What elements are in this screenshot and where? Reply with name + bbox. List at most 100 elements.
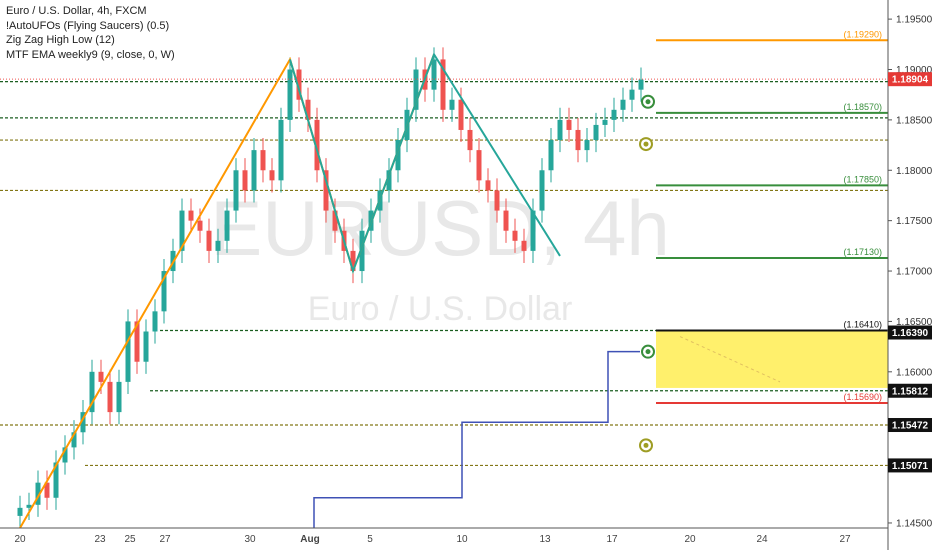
price-badge <box>888 458 932 473</box>
price-badge <box>888 72 932 87</box>
price-badge-label: 1.16390 <box>892 328 929 339</box>
candle-body <box>431 59 437 90</box>
candle-body <box>503 210 509 231</box>
x-tick-label: 5 <box>367 534 373 545</box>
zigzag-teal-line <box>289 52 561 275</box>
candle-body <box>593 124 599 141</box>
candle-body <box>485 180 491 191</box>
legend-autoufos[interactable]: !AutoUFOs (Flying Saucers) (0.5) <box>6 19 170 32</box>
watermark-symbol: EURUSD, 4h <box>210 184 669 272</box>
candle-body <box>548 140 554 171</box>
candle-body <box>152 311 158 332</box>
candle-body <box>107 381 113 413</box>
y-tick-label: 1.19500 <box>896 15 932 26</box>
candle-body <box>602 119 608 125</box>
ufo-level-label: (1.19290) <box>843 29 882 39</box>
candle-body <box>143 331 149 362</box>
x-tick-label: 10 <box>456 534 468 545</box>
candle-body <box>494 190 500 211</box>
x-tick-label: Aug <box>300 534 319 545</box>
y-tick-label: 1.17500 <box>896 216 932 227</box>
ufo-marker-dot <box>645 99 651 105</box>
candle-body <box>575 129 581 151</box>
candle-body <box>539 170 545 211</box>
price-badge <box>888 418 932 433</box>
legend-ema[interactable]: MTF EMA weekly9 (9, close, 0, W) <box>6 48 175 61</box>
candle-body <box>557 119 563 141</box>
candle-body <box>449 99 455 110</box>
candle-body <box>476 150 482 181</box>
candle-body <box>440 59 446 110</box>
price-badge-label: 1.18904 <box>892 75 929 86</box>
candle-body <box>98 371 104 382</box>
candle-body <box>530 210 536 251</box>
price-badge-label: 1.15472 <box>892 421 929 432</box>
x-tick-label: 27 <box>159 534 171 545</box>
candle-body <box>386 170 392 191</box>
candle-body <box>44 482 50 498</box>
candle-body <box>566 119 572 130</box>
chart-legend: Euro / U.S. Dollar, 4h, FXCM !AutoUFOs (… <box>6 4 175 62</box>
candle-body <box>80 412 86 433</box>
candle-body <box>206 230 212 251</box>
candle-body <box>89 371 95 413</box>
candle-body <box>611 109 617 120</box>
y-tick-label: 1.16500 <box>896 317 932 328</box>
candle-body <box>134 321 140 362</box>
price-badge <box>888 325 932 340</box>
candle-body <box>269 170 275 181</box>
candle-body <box>305 99 311 120</box>
candle-body <box>332 210 338 231</box>
x-tick-label: 23 <box>94 534 106 545</box>
candle-body <box>224 210 230 241</box>
ufo-level-label: (1.16410) <box>843 319 882 329</box>
candle-body <box>395 140 401 171</box>
candle-body <box>467 129 473 151</box>
price-badge <box>888 383 932 398</box>
candle-body <box>251 150 257 191</box>
candle-body <box>17 507 23 516</box>
legend-zigzag[interactable]: Zig Zag High Low (12) <box>6 34 115 46</box>
ufo-level-label: (1.18570) <box>843 102 882 112</box>
candle-body <box>26 504 32 508</box>
legend-symbol[interactable]: Euro / U.S. Dollar, 4h, FXCM <box>6 5 147 17</box>
candle-body <box>215 240 221 251</box>
candle-body <box>53 462 59 498</box>
y-tick-label: 1.19000 <box>896 65 932 76</box>
y-tick-label: 1.18000 <box>896 166 932 177</box>
y-tick-label: 1.14500 <box>896 518 932 529</box>
x-tick-label: 13 <box>539 534 551 545</box>
price-badge-label: 1.15812 <box>892 386 929 397</box>
ufo-zone <box>656 330 888 388</box>
candle-body <box>71 432 77 448</box>
candle-body <box>296 69 302 100</box>
x-tick-label: 24 <box>756 534 768 545</box>
candle-body <box>35 482 41 505</box>
candle-body <box>278 119 284 181</box>
candle-body <box>314 119 320 171</box>
candle-body <box>629 89 635 100</box>
ufo-level-label: (1.17130) <box>843 247 882 257</box>
ufo-marker-dot <box>645 349 651 355</box>
x-tick-label: 17 <box>606 534 618 545</box>
y-tick-label: 1.16000 <box>896 367 932 378</box>
candle-body <box>323 170 329 211</box>
y-tick-label: 1.17000 <box>896 267 932 278</box>
candle-body <box>359 230 365 272</box>
candle-body <box>458 99 464 130</box>
x-tick-label: 30 <box>244 534 256 545</box>
candle-body <box>116 381 122 413</box>
candle-body <box>287 69 293 120</box>
price-badge-label: 1.15071 <box>892 461 929 472</box>
ufo-marker-dot <box>643 442 649 448</box>
x-tick-label: 25 <box>124 534 136 545</box>
watermark-name: Euro / U.S. Dollar <box>308 290 573 328</box>
x-tick-label: 20 <box>684 534 696 545</box>
candle-body <box>413 69 419 110</box>
candle-body <box>125 321 131 382</box>
candle-body <box>521 240 527 251</box>
candle-body <box>350 250 356 272</box>
x-tick-label: 27 <box>839 534 851 545</box>
candle-body <box>197 220 203 231</box>
